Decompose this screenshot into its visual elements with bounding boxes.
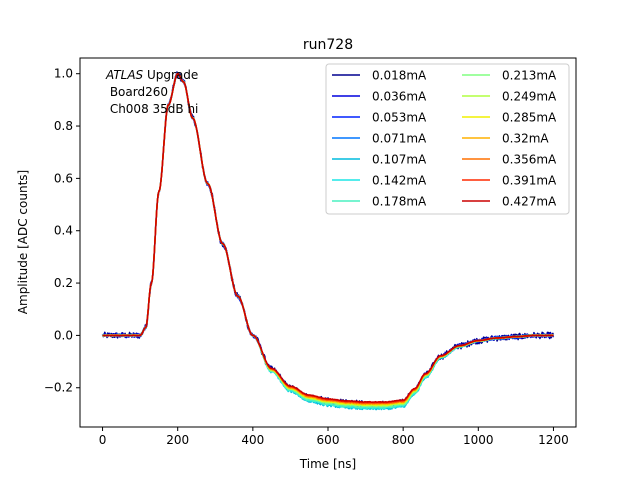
x-tick-label: 1200 [538,433,569,447]
legend-label: 0.213mA [502,69,557,83]
annotation-line-1: ATLAS Upgrade [105,68,198,82]
legend-label: 0.391mA [502,174,557,188]
legend-label: 0.32mA [502,132,549,146]
x-tick-label: 200 [166,433,189,447]
x-axis: 0 200 400 600 800 1000 1200 [99,427,569,447]
legend-label: 0.018mA [372,69,427,83]
y-axis-label: Amplitude [ADC counts] [16,170,30,314]
chart-title: run728 [303,37,353,53]
y-tick-label: 0.2 [54,276,73,290]
series-line-14 [102,72,554,403]
legend-label: 0.142mA [372,174,427,188]
y-tick-label: 0.6 [54,171,73,185]
x-tick-label: 400 [241,433,264,447]
legend-label: 0.071mA [372,132,427,146]
x-tick-label: 0 [99,433,107,447]
legend-label: 0.427mA [502,195,557,209]
annotation-atlas: ATLAS [105,68,144,82]
legend-box [325,63,570,215]
legend-label: 0.036mA [372,90,427,104]
annotation-upgrade: Upgrade [143,68,198,82]
y-tick-label: 1.0 [54,67,73,81]
y-tick-label: −0.2 [44,381,73,395]
y-tick-label: 0.8 [54,119,73,133]
x-tick-label: 600 [317,433,340,447]
atlas-annotation: ATLAS Upgrade Board260 Ch008 35dB hi [105,68,198,116]
y-axis: −0.2 0.0 0.2 0.4 0.6 0.8 1.0 [44,67,80,395]
annotation-line-2: Board260 [106,85,168,99]
series-layer [101,71,555,411]
y-tick-label: 0.0 [54,328,73,342]
annotation-line-3: Ch008 35dB hi [106,102,198,116]
y-tick-label: 0.4 [54,224,73,238]
legend-label: 0.285mA [502,111,557,125]
legend: 0.018mA 0.036mA 0.053mA 0.071mA 0.107mA 0.142… [325,63,570,215]
legend-label: 0.107mA [372,153,427,167]
legend-label: 0.356mA [502,153,557,167]
x-tick-label: 1000 [463,433,494,447]
legend-label: 0.249mA [502,90,557,104]
x-tick-label: 800 [392,433,415,447]
legend-label: 0.178mA [372,195,427,209]
x-axis-label: Time [ns] [299,457,356,471]
legend-label: 0.053mA [372,111,427,125]
